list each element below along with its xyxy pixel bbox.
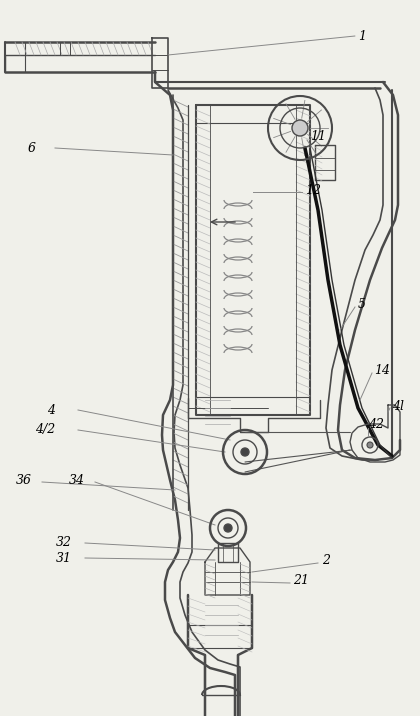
Text: 32: 32 [56,536,72,549]
Text: 21: 21 [293,574,309,588]
Circle shape [367,442,373,448]
Text: 31: 31 [56,551,72,564]
Text: 4l: 4l [392,400,404,412]
Text: 6: 6 [28,142,36,155]
Text: 4/2: 4/2 [35,423,55,437]
Text: 36: 36 [16,473,32,486]
Text: 14: 14 [374,364,390,377]
Text: 4: 4 [47,404,55,417]
Text: 1: 1 [358,29,366,42]
Text: 34: 34 [69,473,85,486]
Text: 2: 2 [322,554,330,568]
Circle shape [241,448,249,456]
Text: 42: 42 [368,418,384,432]
Circle shape [292,120,308,136]
Text: 12: 12 [305,183,321,196]
Text: 11: 11 [310,130,326,142]
Text: 5: 5 [358,299,366,311]
Circle shape [224,524,232,532]
